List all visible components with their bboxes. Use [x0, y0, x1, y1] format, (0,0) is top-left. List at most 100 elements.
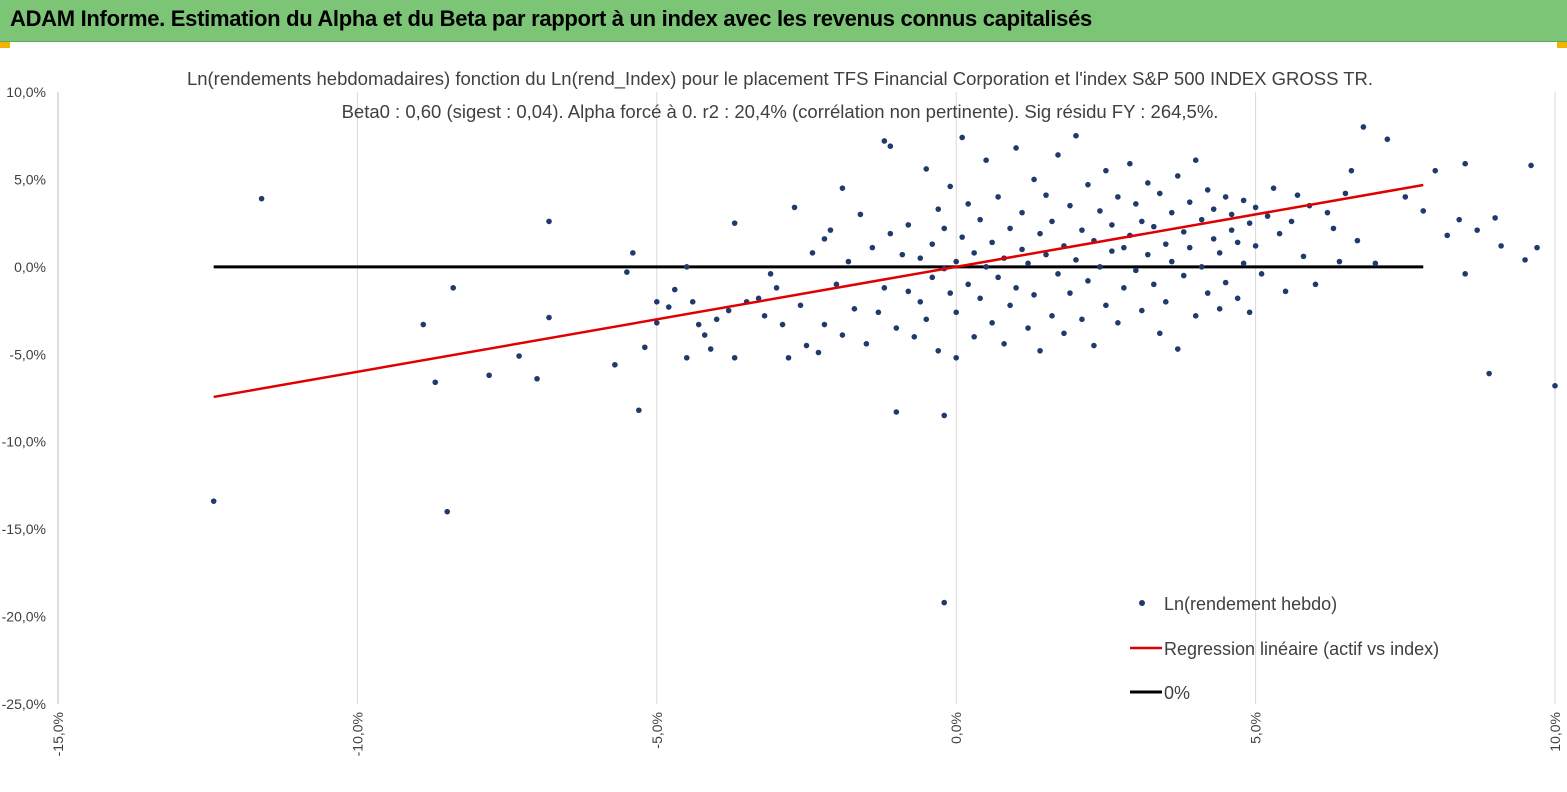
- legend-label: Ln(rendement hebdo): [1164, 594, 1337, 614]
- data-point: [420, 321, 427, 328]
- data-point: [941, 412, 948, 419]
- data-point: [1168, 209, 1175, 216]
- data-point: [821, 236, 828, 242]
- legend-label: Regression linéaire (actif vs index): [1164, 639, 1439, 659]
- data-point: [785, 354, 792, 361]
- data-point: [1025, 260, 1031, 267]
- data-point: [1162, 241, 1169, 247]
- data-point: [1534, 244, 1540, 251]
- data-point: [953, 258, 959, 265]
- data-point: [1156, 330, 1163, 337]
- data-point: [683, 354, 690, 361]
- data-point: [1258, 271, 1265, 277]
- data-point: [779, 321, 786, 328]
- data-point: [995, 194, 1001, 200]
- data-point: [731, 220, 738, 226]
- data-point: [1097, 264, 1103, 270]
- data-point: [1216, 250, 1223, 256]
- data-point: [1528, 162, 1534, 169]
- data-point: [761, 313, 768, 319]
- data-point: [1139, 218, 1145, 225]
- data-point: [1216, 306, 1223, 312]
- data-point: [851, 306, 858, 312]
- data-point: [881, 138, 888, 144]
- data-point: [1133, 201, 1139, 207]
- data-point: [486, 372, 492, 379]
- data-point: [1192, 157, 1199, 163]
- data-point: [1067, 290, 1073, 296]
- data-point: [1127, 160, 1133, 167]
- data-point: [1145, 251, 1151, 258]
- x-tick-label: -10,0%: [349, 712, 365, 756]
- data-point: [642, 344, 648, 351]
- data-point: [1462, 271, 1468, 277]
- data-point: [827, 227, 834, 233]
- data-point: [432, 379, 439, 386]
- data-point: [1085, 278, 1091, 284]
- data-point: [923, 166, 930, 172]
- chart-area: -15,0% -10,0% -5,0% 0,0% 5,0% 10,0% 10,0% 5,0% 0…: [0, 42, 1567, 787]
- data-point: [1156, 190, 1163, 197]
- data-point: [911, 334, 918, 340]
- data-point: [935, 206, 942, 212]
- data-point: [1222, 194, 1229, 200]
- data-point: [1324, 209, 1331, 216]
- y-tick-label: -20,0%: [2, 609, 46, 625]
- data-point: [815, 349, 822, 356]
- data-point: [797, 302, 804, 309]
- data-point: [839, 185, 846, 191]
- data-point: [707, 346, 714, 352]
- data-point: [725, 307, 732, 314]
- data-point: [833, 281, 840, 288]
- data-point: [654, 320, 660, 326]
- data-point: [1007, 225, 1013, 232]
- data-point: [1186, 199, 1193, 205]
- data-point: [1037, 230, 1043, 237]
- data-point: [1210, 206, 1217, 212]
- data-point: [947, 290, 954, 296]
- data-point: [857, 211, 864, 218]
- data-point: [1234, 295, 1241, 302]
- data-point: [1115, 320, 1121, 326]
- data-point: [803, 342, 810, 349]
- data-point: [1204, 290, 1211, 296]
- data-point: [1228, 227, 1235, 233]
- data-point: [1139, 307, 1145, 314]
- data-point: [636, 407, 642, 414]
- data-point: [1019, 209, 1025, 216]
- data-point: [1073, 257, 1079, 263]
- data-point: [1420, 208, 1427, 214]
- data-point: [947, 183, 954, 190]
- data-point: [1180, 272, 1187, 279]
- y-tick-label: -10,0%: [2, 434, 46, 450]
- data-point: [1246, 309, 1253, 316]
- data-point: [1001, 340, 1007, 347]
- data-point: [755, 295, 762, 302]
- data-point: [1354, 237, 1361, 244]
- data-point: [821, 321, 828, 328]
- data-point: [1252, 243, 1259, 249]
- data-point: [1384, 136, 1391, 143]
- data-point: [630, 250, 636, 256]
- data-point: [1210, 236, 1217, 242]
- data-point: [929, 241, 936, 247]
- data-point: [695, 321, 702, 328]
- data-point: [905, 288, 912, 295]
- x-tick-label: -15,0%: [50, 712, 66, 756]
- data-point: [1115, 194, 1121, 200]
- data-point: [917, 299, 924, 305]
- data-point: [1240, 197, 1247, 204]
- data-point: [1019, 246, 1025, 253]
- data-point: [1492, 215, 1498, 221]
- data-point: [701, 332, 708, 338]
- data-point: [1402, 194, 1409, 200]
- data-point: [546, 218, 552, 225]
- data-point: [965, 201, 971, 207]
- data-point: [1049, 313, 1055, 319]
- data-point: [1288, 218, 1295, 225]
- data-point: [1198, 216, 1205, 223]
- y-tick-label: 5,0%: [14, 171, 46, 187]
- data-point: [1522, 257, 1528, 263]
- data-point: [1294, 192, 1301, 198]
- data-point: [1103, 302, 1109, 309]
